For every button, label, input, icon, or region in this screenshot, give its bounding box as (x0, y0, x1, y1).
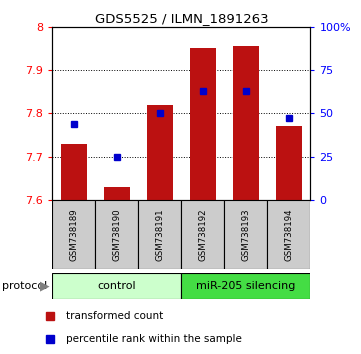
Text: GSM738193: GSM738193 (242, 208, 251, 261)
Bar (181, 200, 225, 269)
Text: GSM738191: GSM738191 (155, 208, 164, 261)
Text: GSM738189: GSM738189 (69, 208, 78, 261)
Bar (268, 200, 310, 269)
Text: GSM738190: GSM738190 (112, 208, 121, 261)
Text: ▶: ▶ (40, 279, 49, 292)
Bar (276, 126, 302, 200)
Text: protocol: protocol (2, 281, 47, 291)
Text: miR-205 silencing: miR-205 silencing (196, 281, 296, 291)
Text: transformed count: transformed count (66, 311, 164, 321)
Text: GSM738194: GSM738194 (284, 208, 293, 261)
Text: GSM738192: GSM738192 (199, 208, 208, 261)
Bar (233, 46, 259, 200)
Bar (190, 48, 216, 200)
Bar (104, 187, 130, 200)
Bar (52, 200, 95, 269)
Text: control: control (97, 281, 136, 291)
Bar (182, 273, 310, 299)
Bar (95, 200, 138, 269)
Bar (61, 144, 87, 200)
Bar (225, 200, 268, 269)
Title: GDS5525 / ILMN_1891263: GDS5525 / ILMN_1891263 (95, 12, 268, 25)
Text: percentile rank within the sample: percentile rank within the sample (66, 334, 242, 344)
Bar (52, 273, 182, 299)
Bar (147, 104, 173, 200)
Bar (138, 200, 181, 269)
